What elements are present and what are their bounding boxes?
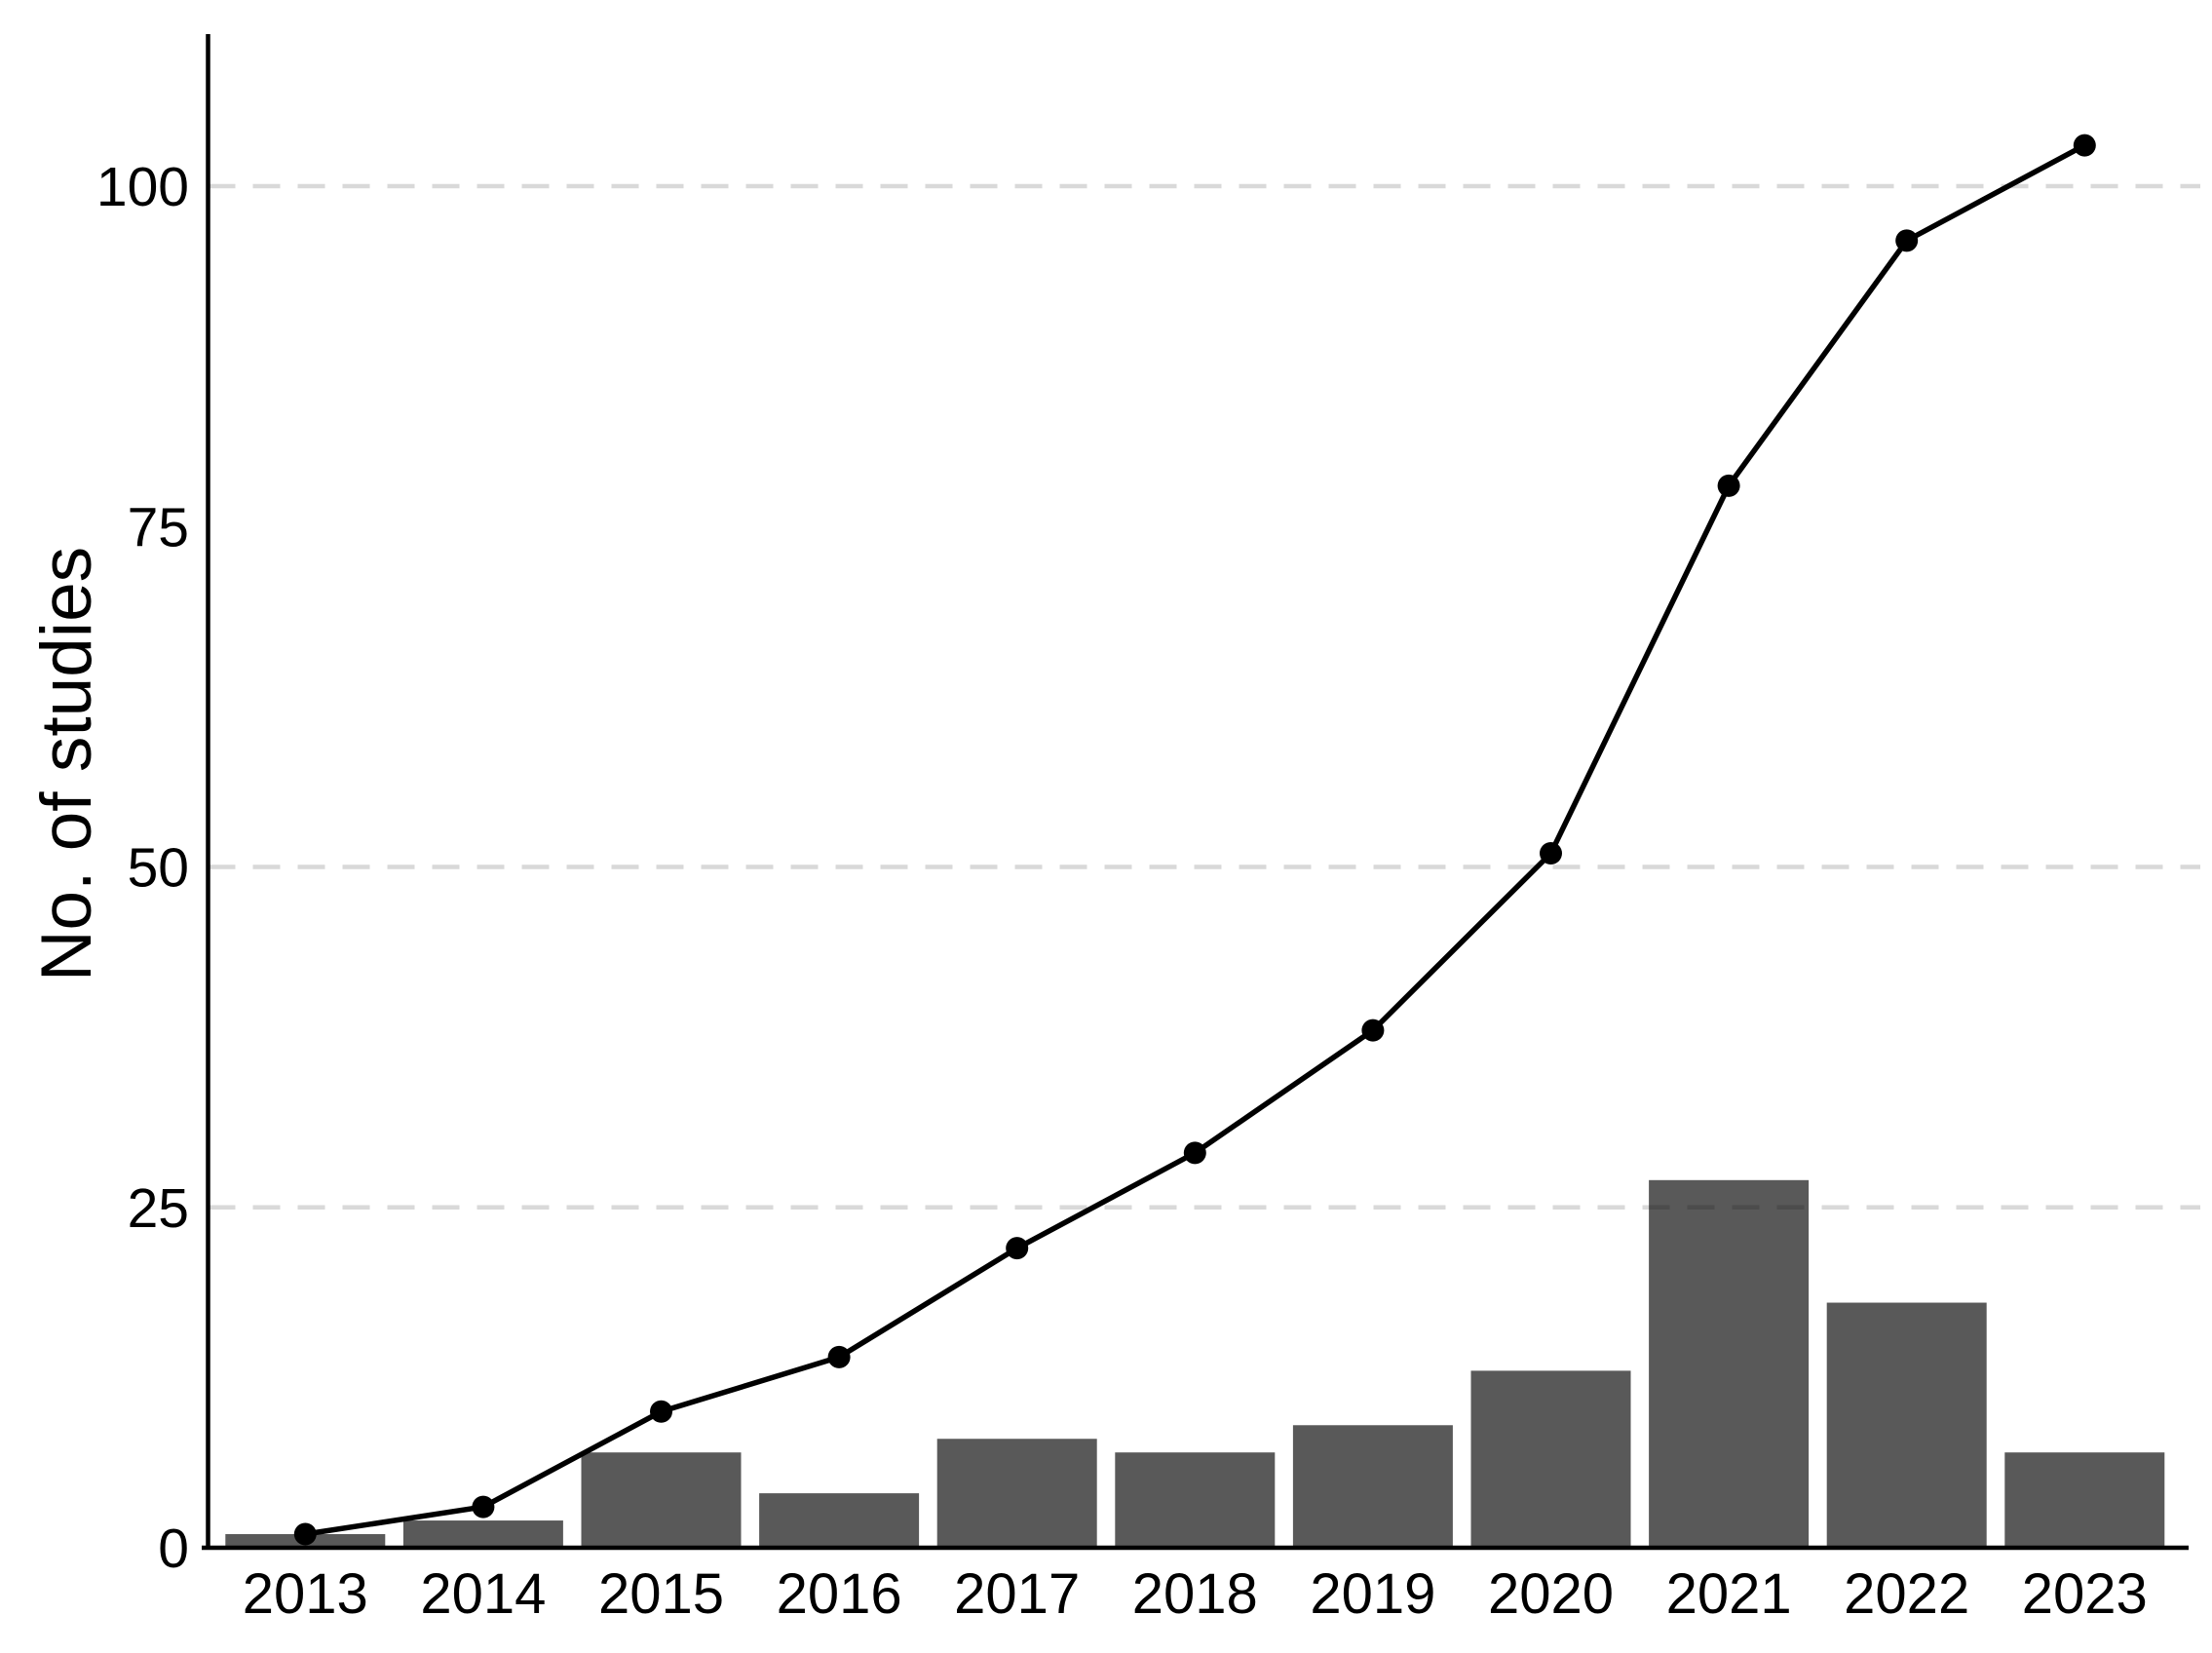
bar-2017 [936,1439,1097,1548]
data-point-2023 [2073,134,2096,157]
data-point-2014 [472,1495,495,1518]
y-tick-label-100: 100 [96,156,189,218]
y-tick-label-75: 75 [128,496,189,558]
bar-2021 [1649,1179,1810,1548]
data-point-2019 [1361,1019,1385,1042]
cumulative-line [302,142,2088,1537]
x-tick-label-2020: 2020 [1488,1562,1614,1626]
y-tick-label-0: 0 [158,1518,189,1580]
x-tick-label-2014: 2014 [420,1562,546,1626]
x-tick-label-2023: 2023 [2022,1562,2148,1626]
data-point-2018 [1183,1141,1206,1165]
data-point-2021 [1717,474,1740,497]
bar-2015 [581,1452,742,1548]
gridlines-group [208,183,2200,1210]
x-tick-label-2013: 2013 [243,1562,368,1626]
x-tick-label-2021: 2021 [1666,1562,1792,1626]
y-axis-title: No. of studies [27,547,106,981]
x-tick-label-2015: 2015 [598,1562,724,1626]
bar-2022 [1826,1302,1987,1548]
x-tick-label-2017: 2017 [954,1562,1080,1626]
y-tick-label-25: 25 [128,1177,189,1240]
data-points-group [293,134,2096,1546]
data-point-2020 [1540,842,1562,865]
x-tick-label-2019: 2019 [1310,1562,1435,1626]
x-tick-labels-group: 2013 2014 2015 2016 2017 2018 2019 2020 2021 2022… [243,1562,2148,1626]
bar-2016 [759,1493,920,1548]
bars-group [225,1179,2165,1548]
bar-2023 [2004,1452,2165,1548]
bar-2014 [402,1520,563,1548]
data-point-2022 [1895,229,1919,252]
data-point-2016 [827,1345,851,1368]
x-tick-label-2022: 2022 [1844,1562,1969,1626]
y-tick-labels-group: 0 25 50 75 100 [96,156,189,1580]
axes-group [202,34,2189,1551]
x-tick-label-2018: 2018 [1132,1562,1258,1626]
data-point-2013 [293,1522,317,1546]
bar-2020 [1470,1370,1631,1548]
bar-2018 [1115,1452,1276,1548]
data-point-2015 [650,1400,672,1423]
trend-line-group [302,142,2088,1537]
bar-2019 [1292,1425,1453,1548]
data-point-2017 [1006,1237,1029,1260]
x-tick-label-2016: 2016 [777,1562,902,1626]
y-tick-label-50: 50 [128,837,189,900]
